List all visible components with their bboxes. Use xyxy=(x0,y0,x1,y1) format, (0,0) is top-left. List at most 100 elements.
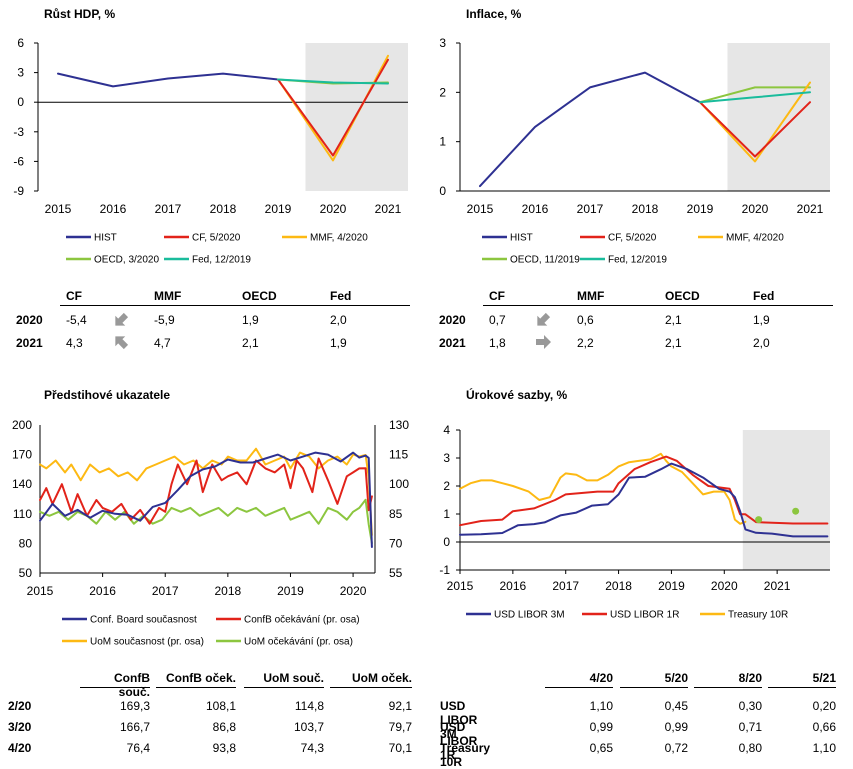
lead-rule xyxy=(80,687,150,688)
gdp-row-label: 2020 xyxy=(16,313,43,327)
rates-cell: 0,65 xyxy=(589,741,613,755)
lead-y-tick-label: 140 xyxy=(12,477,32,491)
lead-col: ConfB souč. xyxy=(114,671,150,699)
lead-series xyxy=(39,451,373,548)
lead-cell: 108,1 xyxy=(205,699,236,713)
gdp-table-rule xyxy=(60,305,410,306)
rates-rule xyxy=(694,687,762,688)
gdp-arrow-icon xyxy=(115,312,129,326)
gdp-series-fed xyxy=(277,78,389,85)
gdp-legend-item-label: Fed, 12/2019 xyxy=(192,255,251,266)
rates-row-label: Treasury 10R xyxy=(440,741,491,769)
gdp-x-tick-label: 2021 xyxy=(375,202,402,216)
lead-legend-item-label: ConfB očekávání (pr. osa) xyxy=(244,615,360,626)
lead-cell: 166,7 xyxy=(119,720,150,734)
infl-x-tick-label: 2016 xyxy=(522,202,549,216)
rates-rule xyxy=(768,687,836,688)
lead-cell: 76,4 xyxy=(126,741,150,755)
infl-y-tick-label: 2 xyxy=(439,85,446,99)
infl-x-tick-label: 2020 xyxy=(742,202,769,216)
rates-forecast-point xyxy=(755,516,763,524)
lead-rule xyxy=(156,687,236,688)
lead-cell: 86,8 xyxy=(212,720,236,734)
lead-y2-tick-label: 85 xyxy=(389,507,403,521)
lead-y-tick-label: 110 xyxy=(13,507,32,521)
rates-cell: 1,10 xyxy=(812,741,836,755)
lead-y-tick-label: 200 xyxy=(12,418,32,432)
rates-forecast-shading xyxy=(742,430,830,570)
lead-rule xyxy=(330,687,412,688)
infl-x-tick-label: 2021 xyxy=(797,202,824,216)
rates-cell: 0,99 xyxy=(589,720,613,734)
rates-col: 8/20 xyxy=(738,671,762,685)
rates-cell: 0,72 xyxy=(664,741,688,755)
gdp-legend-item-label: OECD, 3/2020 xyxy=(94,255,159,266)
rates-legend-item-label: USD LIBOR 3M xyxy=(494,610,565,621)
infl-legend-item-label: HIST xyxy=(510,233,533,244)
lead-x-tick-label: 2020 xyxy=(340,584,367,598)
infl-cell: 1,9 xyxy=(753,313,770,327)
lead-legend-item-label: UoM očekávání (pr. osa) xyxy=(244,637,353,648)
rates-cell: 0,20 xyxy=(812,699,836,713)
infl-arrow-icon xyxy=(536,335,551,349)
infl-x-tick-label: 2019 xyxy=(687,202,714,216)
lead-cell: 70,1 xyxy=(388,741,412,755)
infl-x-tick-label: 2017 xyxy=(577,202,604,216)
gdp-x-tick-label: 2017 xyxy=(155,202,182,216)
lead-x-tick-label: 2019 xyxy=(277,584,304,598)
rates-series xyxy=(459,462,829,538)
rates-rule xyxy=(545,687,613,688)
infl-row-label: 2021 xyxy=(439,336,466,350)
infl-legend-item-label: Fed, 12/2019 xyxy=(608,255,667,266)
infl-cell: 2,1 xyxy=(665,313,682,327)
rates-rule xyxy=(620,687,688,688)
infl-cell: 2,2 xyxy=(577,336,594,350)
infl-y-tick-label: 3 xyxy=(439,36,446,50)
lead-y-tick-label: 170 xyxy=(12,448,32,462)
infl-series-oecd xyxy=(699,86,811,104)
lead-col: ConfB oček. xyxy=(165,671,236,685)
gdp-x-tick-label: 2018 xyxy=(210,202,237,216)
rates-x-tick-label: 2017 xyxy=(552,579,579,593)
rates-cell: 0,66 xyxy=(812,720,836,734)
gdp-series-hist xyxy=(57,72,279,88)
lead-cell: 79,7 xyxy=(388,720,412,734)
gdp-col-fed: Fed xyxy=(330,289,352,303)
gdp-x-tick-label: 2015 xyxy=(45,202,72,216)
gdp-col-oecd: OECD xyxy=(242,289,277,303)
lead-x-tick-label: 2018 xyxy=(214,584,241,598)
gdp-cell: 1,9 xyxy=(330,336,347,350)
infl-cell: 0,7 xyxy=(489,313,506,327)
rates-y-tick-label: -1 xyxy=(439,563,450,577)
rates-col: 5/21 xyxy=(812,671,836,685)
rates-y-tick-label: 3 xyxy=(443,451,450,465)
gdp-y-tick-label: 3 xyxy=(17,66,24,80)
gdp-col-mmf: MMF xyxy=(154,289,182,303)
rates-cell: 0,80 xyxy=(738,741,762,755)
gdp-y-tick-label: -6 xyxy=(13,154,24,168)
gdp-y-tick-label: -9 xyxy=(13,184,24,198)
infl-cell: 1,8 xyxy=(489,336,506,350)
gdp-cell: 2,0 xyxy=(330,313,347,327)
lead-col: UoM oček. xyxy=(351,671,412,685)
infl-col-cf: CF xyxy=(489,289,505,303)
gdp-cell: 4,7 xyxy=(154,336,171,350)
rates-x-tick-label: 2016 xyxy=(500,579,527,593)
leading-indicators-title: Předstihové ukazatele xyxy=(44,388,171,402)
lead-row-label: 4/20 xyxy=(8,741,32,755)
gdp-x-tick-label: 2019 xyxy=(265,202,292,216)
gdp-y-tick-label: 6 xyxy=(17,36,24,50)
lead-rule xyxy=(244,687,324,688)
gdp-x-tick-label: 2016 xyxy=(100,202,127,216)
infl-cell: 0,6 xyxy=(577,313,594,327)
rates-col: 4/20 xyxy=(589,671,613,685)
lead-series xyxy=(39,498,373,545)
gdp-legend-item-label: HIST xyxy=(94,233,117,244)
infl-col-mmf: MMF xyxy=(577,289,605,303)
lead-col: UoM souč. xyxy=(263,671,324,685)
lead-y-tick-label: 80 xyxy=(19,536,33,550)
infl-series-cf xyxy=(699,101,811,158)
rates-cell: 0,45 xyxy=(664,699,688,713)
infl-col-oecd: OECD xyxy=(665,289,700,303)
